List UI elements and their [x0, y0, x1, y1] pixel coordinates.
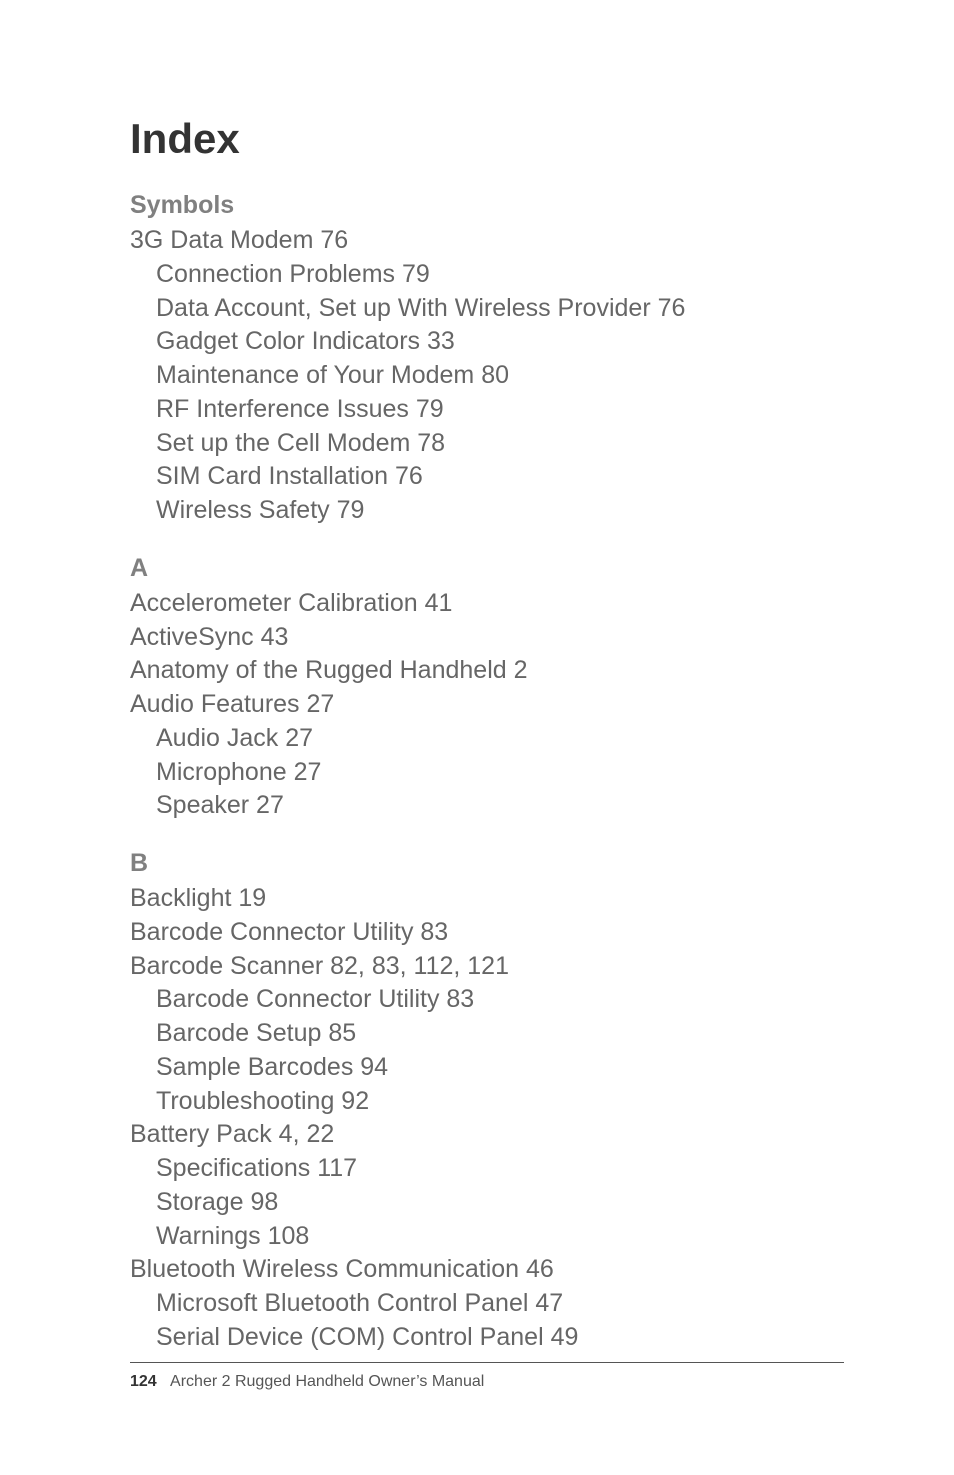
index-subentry: Speaker 27: [130, 789, 844, 823]
index-entry: Battery Pack 4, 22: [130, 1118, 844, 1152]
index-subentry: Connection Problems 79: [130, 258, 844, 292]
index-subentry: Serial Device (COM) Control Panel 49: [130, 1321, 844, 1355]
index-subentry: Microsoft Bluetooth Control Panel 47: [130, 1287, 844, 1321]
index-subentry: Set up the Cell Modem 78: [130, 427, 844, 461]
index-subentry: Gadget Color Indicators 33: [130, 325, 844, 359]
page-title: Index: [130, 115, 844, 163]
index-entry: Backlight 19: [130, 882, 844, 916]
footer-rule: [130, 1362, 844, 1363]
footer-doc-title: Archer 2 Rugged Handheld Owner’s Manual: [170, 1373, 484, 1390]
section-head-b: B: [130, 849, 844, 878]
page: Index Symbols 3G Data Modem 76 Connectio…: [0, 0, 954, 1475]
section-a: A Accelerometer Calibration 41 ActiveSyn…: [130, 554, 844, 823]
index-subentry: Storage 98: [130, 1186, 844, 1220]
index-subentry: Sample Barcodes 94: [130, 1051, 844, 1085]
footer-text: 124 Archer 2 Rugged Handheld Owner’s Man…: [130, 1373, 844, 1391]
section-head-a: A: [130, 554, 844, 583]
page-footer: 124 Archer 2 Rugged Handheld Owner’s Man…: [130, 1362, 844, 1391]
index-subentry: Microphone 27: [130, 756, 844, 790]
index-entry: Barcode Connector Utility 83: [130, 916, 844, 950]
index-subentry: Troubleshooting 92: [130, 1085, 844, 1119]
index-entry: Anatomy of the Rugged Handheld 2: [130, 654, 844, 688]
index-entry: 3G Data Modem 76: [130, 224, 844, 258]
index-entry: Audio Features 27: [130, 688, 844, 722]
index-subentry: Wireless Safety 79: [130, 494, 844, 528]
section-b: B Backlight 19 Barcode Connector Utility…: [130, 849, 844, 1355]
footer-page-number: 124: [130, 1373, 157, 1390]
index-entry: Barcode Scanner 82, 83, 112, 121: [130, 950, 844, 984]
index-subentry: Data Account, Set up With Wireless Provi…: [130, 292, 844, 326]
index-entry: Accelerometer Calibration 41: [130, 587, 844, 621]
index-subentry: Warnings 108: [130, 1220, 844, 1254]
index-subentry: Specifications 117: [130, 1152, 844, 1186]
section-head-symbols: Symbols: [130, 191, 844, 220]
index-subentry: RF Interference Issues 79: [130, 393, 844, 427]
index-entry: ActiveSync 43: [130, 621, 844, 655]
index-subentry: SIM Card Installation 76: [130, 460, 844, 494]
index-subentry: Barcode Setup 85: [130, 1017, 844, 1051]
index-subentry: Maintenance of Your Modem 80: [130, 359, 844, 393]
index-subentry: Audio Jack 27: [130, 722, 844, 756]
index-subentry: Barcode Connector Utility 83: [130, 983, 844, 1017]
index-entry: Bluetooth Wireless Communication 46: [130, 1253, 844, 1287]
section-symbols: Symbols 3G Data Modem 76 Connection Prob…: [130, 191, 844, 528]
